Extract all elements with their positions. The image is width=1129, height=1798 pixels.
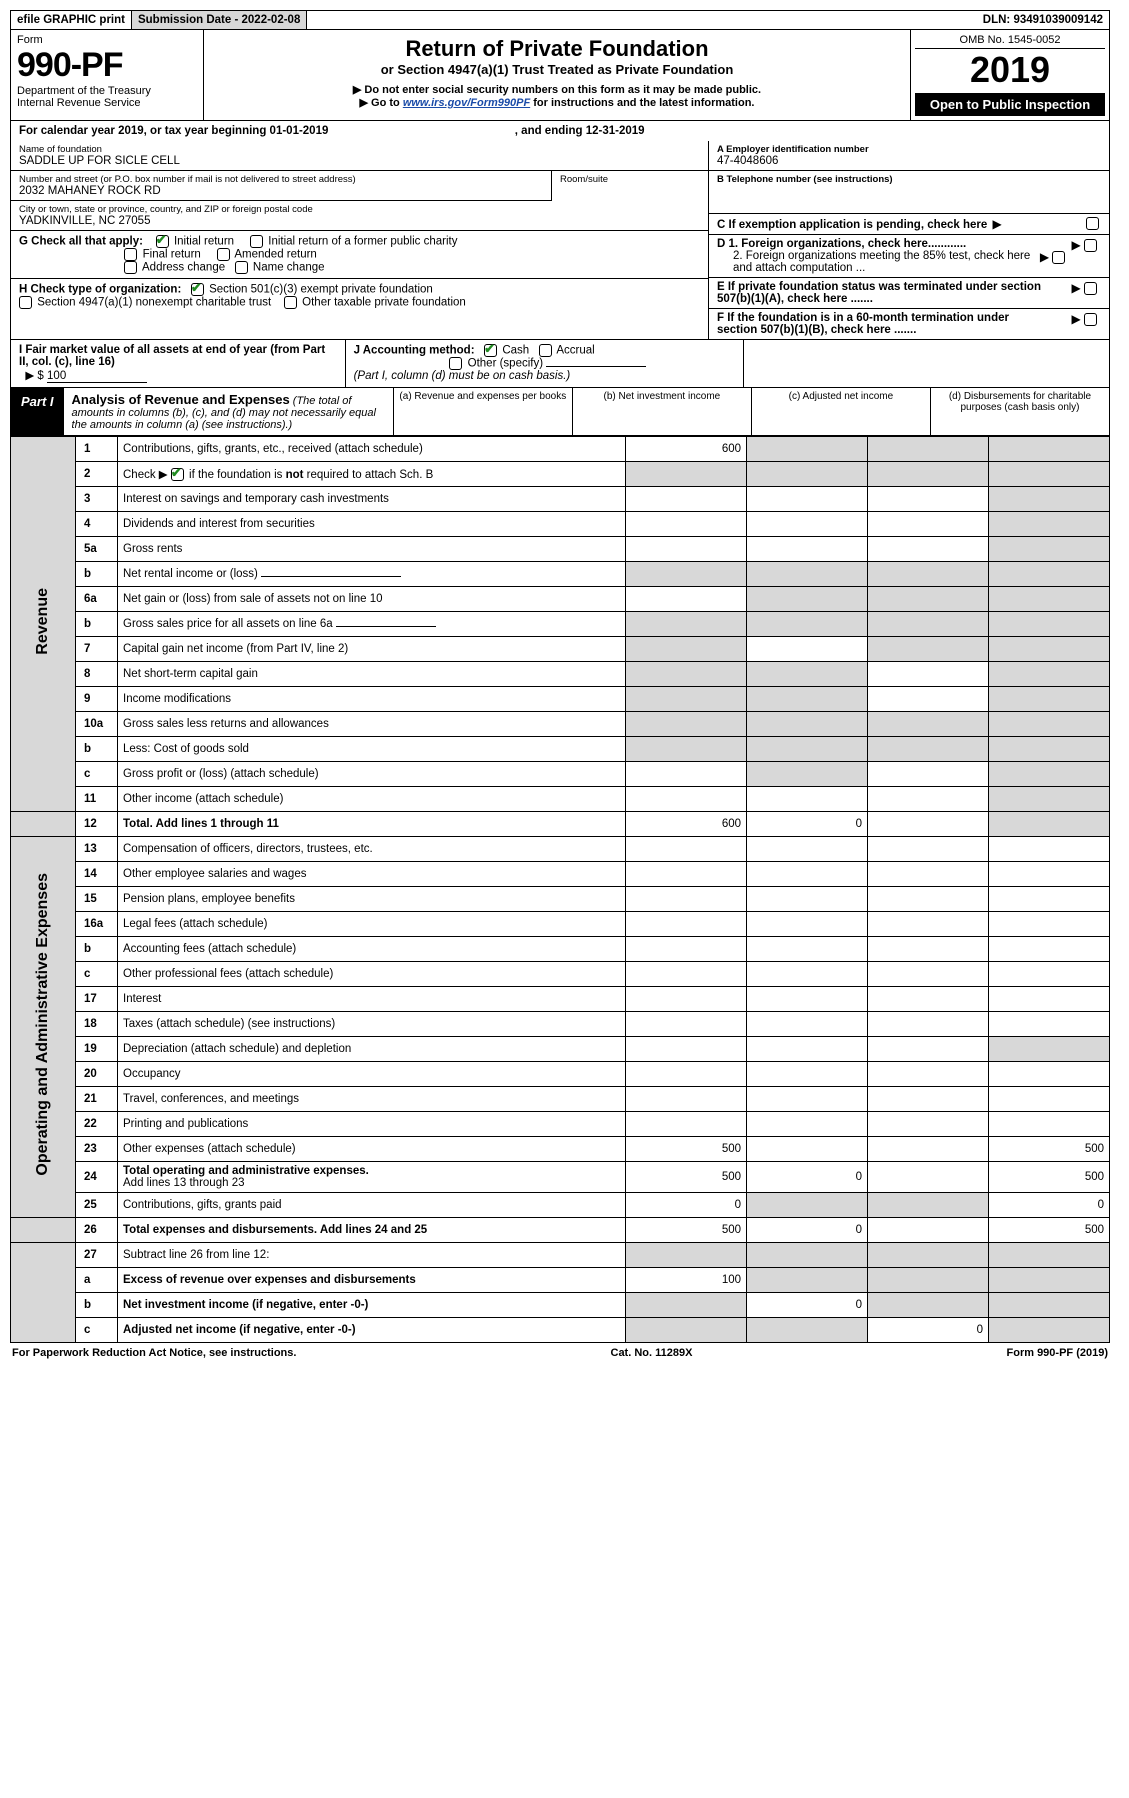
header-bar: efile GRAPHIC print Submission Date - 20… [10,10,1110,30]
col-d: (d) Disbursements for charitable purpose… [930,388,1109,435]
form-title-block: Return of Private Foundation or Section … [204,30,911,120]
check-d1[interactable] [1084,239,1097,252]
part1-table: Revenue 1Contributions, gifts, grants, e… [10,436,1110,1343]
form-title: Return of Private Foundation [210,36,904,62]
col-a: (a) Revenue and expenses per books [393,388,572,435]
e-cell: E If private foundation status was termi… [709,278,1109,309]
check-addr-change[interactable] [124,261,137,274]
check-accrual[interactable] [539,344,552,357]
c-cell: C If exemption application is pending, c… [709,214,1109,235]
irs-label: Internal Revenue Service [17,97,197,109]
check-4947[interactable] [19,296,32,309]
row-2: Check ▶ if the foundation is not require… [118,462,626,487]
footer: For Paperwork Reduction Act Notice, see … [10,1343,1110,1363]
g-checks: G Check all that apply: Initial return I… [11,231,708,279]
check-f[interactable] [1084,313,1097,326]
check-other-method[interactable] [449,357,462,370]
foundation-name-cell: Name of foundation SADDLE UP FOR SICLE C… [11,141,708,171]
i-j-row: I Fair market value of all assets at end… [10,340,1110,388]
f-dup [743,340,1109,387]
check-e[interactable] [1084,282,1097,295]
check-cash[interactable] [484,344,497,357]
check-name-change[interactable] [235,261,248,274]
form-subtitle: or Section 4947(a)(1) Trust Treated as P… [210,62,904,77]
calendar-year-line: For calendar year 2019, or tax year begi… [10,121,1110,141]
h-checks: H Check type of organization: Section 50… [11,279,708,313]
room-cell: Room/suite [551,171,708,201]
row-total-revenue: 12Total. Add lines 1 through 11 6000 [11,812,1110,837]
identification-block: Name of foundation SADDLE UP FOR SICLE C… [10,141,1110,340]
dln: DLN: 93491039009142 [977,11,1109,29]
ein-cell: A Employer identification number 47-4048… [709,141,1109,171]
footer-right: Form 990-PF (2019) [1007,1347,1109,1359]
part1-header: Part I Analysis of Revenue and Expenses … [10,388,1110,436]
check-schb[interactable] [171,468,184,481]
check-other-taxable[interactable] [284,296,297,309]
form-id-block: Form 990-PF Department of the Treasury I… [11,30,204,120]
footer-left: For Paperwork Reduction Act Notice, see … [12,1347,296,1359]
expenses-side: Operating and Administrative Expenses [11,837,76,1218]
col-b: (b) Net investment income [572,388,751,435]
tax-year: 2019 [915,49,1105,91]
note-link: ▶ Go to www.irs.gov/Form990PF for instru… [210,96,904,109]
open-public: Open to Public Inspection [915,93,1105,116]
dept-label: Department of the Treasury [17,85,197,97]
form-label: Form [17,34,197,46]
instructions-link[interactable]: www.irs.gov/Form990PF [403,97,530,109]
form-header: Form 990-PF Department of the Treasury I… [10,30,1110,121]
part-tag: Part I [11,388,64,435]
year-block: OMB No. 1545-0052 2019 Open to Public In… [911,30,1109,120]
check-501c3[interactable] [191,283,204,296]
check-final[interactable] [124,248,137,261]
revenue-side: Revenue [11,437,76,812]
check-d2[interactable] [1052,251,1065,264]
tel-cell: B Telephone number (see instructions) [709,171,1109,214]
i-cell: I Fair market value of all assets at end… [11,340,345,387]
omb: OMB No. 1545-0052 [915,34,1105,49]
address-cell: Number and street (or P.O. box number if… [11,171,551,201]
part-desc: Analysis of Revenue and Expenses (The to… [64,388,393,435]
j-cell: J Accounting method: Cash Accrual Other … [345,340,743,387]
col-c: (c) Adjusted net income [751,388,930,435]
check-amended[interactable] [217,248,230,261]
d-cell: D 1. Foreign organizations, check here..… [709,235,1109,278]
footer-mid: Cat. No. 11289X [611,1347,693,1359]
efile-label: efile GRAPHIC print [11,11,132,29]
check-initial[interactable] [156,235,169,248]
city-cell: City or town, state or province, country… [11,201,708,231]
note-ssn: ▶ Do not enter social security numbers o… [210,83,904,96]
check-initial-former[interactable] [250,235,263,248]
form-number: 990-PF [17,46,197,85]
check-c[interactable] [1086,217,1099,230]
f-cell: F If the foundation is in a 60-month ter… [709,309,1109,339]
submission-date: Submission Date - 2022-02-08 [132,11,307,29]
